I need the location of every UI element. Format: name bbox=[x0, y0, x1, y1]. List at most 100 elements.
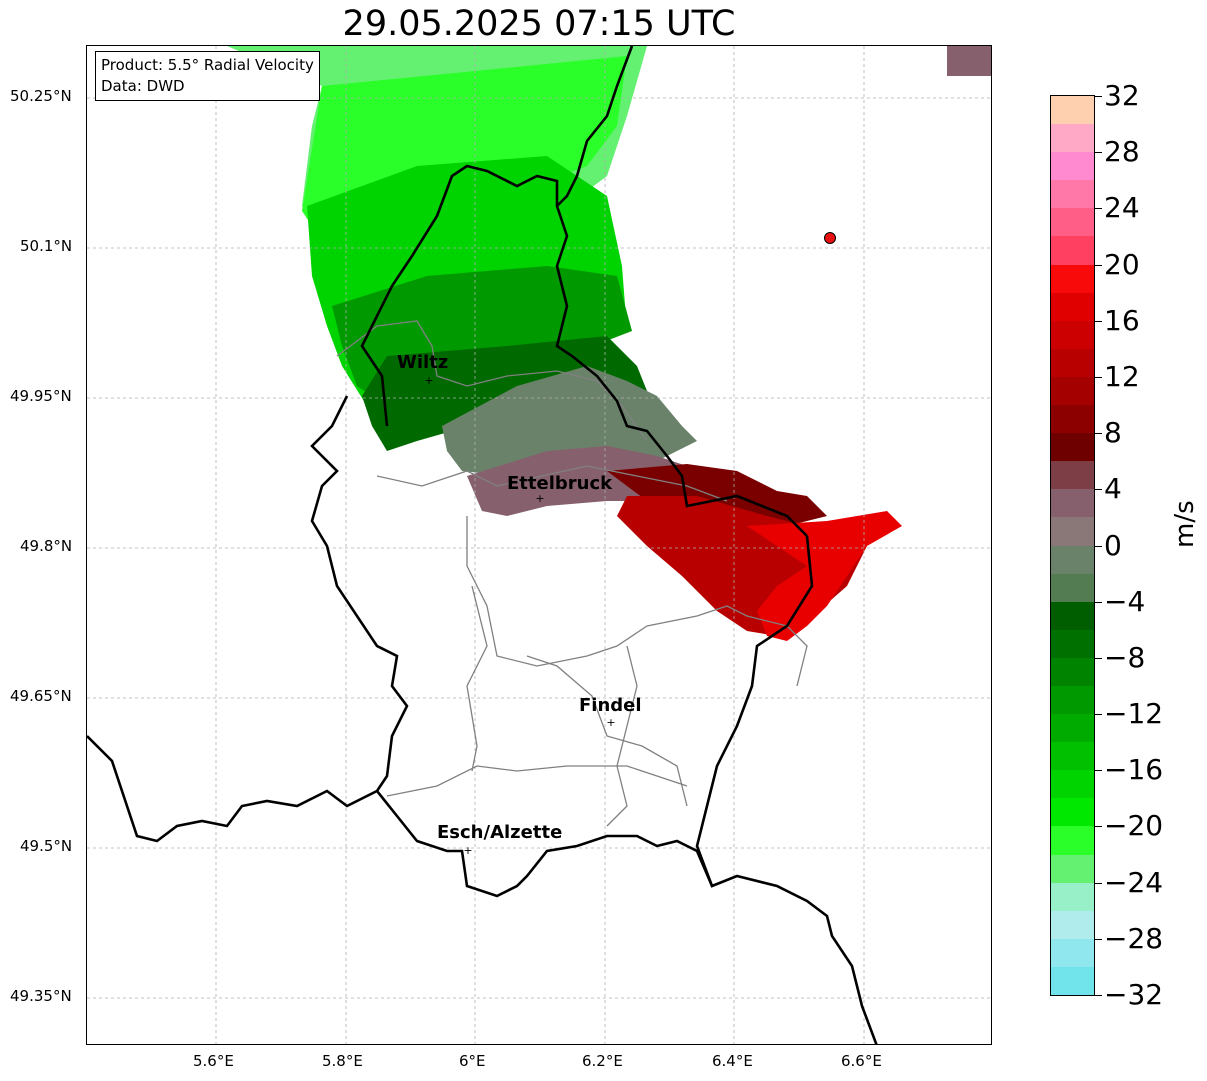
colorbar-tick-label: 20 bbox=[1104, 247, 1140, 281]
colorbar-segment bbox=[1051, 152, 1094, 181]
colorbar-tick-label: −20 bbox=[1104, 809, 1164, 843]
place-markers: Wiltz + Ettelbruck + Findel + Esch/Alzet… bbox=[397, 352, 642, 857]
colorbar-segment bbox=[1051, 180, 1094, 209]
product-text: Product: 5.5° Radial Velocity bbox=[101, 56, 314, 74]
lon-tick-label: 6.4°E bbox=[712, 1052, 753, 1070]
colorbar-segment bbox=[1051, 770, 1094, 799]
colorbar-tick-label: −16 bbox=[1104, 753, 1164, 787]
lux-west-border bbox=[87, 735, 714, 898]
colorbar-label: m/s bbox=[1170, 500, 1200, 548]
canton-borders bbox=[336, 320, 808, 827]
lon-tick-label: 5.8°E bbox=[322, 1052, 363, 1070]
lux-east-border bbox=[695, 535, 878, 1044]
colorbar-segment bbox=[1051, 601, 1094, 630]
lux-north-loop bbox=[360, 164, 808, 537]
colorbar-tick-mark bbox=[1095, 264, 1102, 266]
colorbar-tick-mark bbox=[1095, 714, 1102, 716]
colorbar-segment bbox=[1051, 124, 1094, 153]
german-border-east bbox=[556, 46, 634, 207]
colorbar-segment bbox=[1051, 376, 1094, 406]
lat-tick-label: 49.95°N bbox=[10, 387, 72, 405]
colorbar-tick-label: 0 bbox=[1104, 528, 1122, 562]
clutter-ne bbox=[947, 46, 991, 76]
place-label-ettelbruck: Ettelbruck bbox=[507, 473, 613, 494]
colorbar-segment bbox=[1051, 938, 1094, 967]
product-info-box: Product: 5.5° Radial Velocity Data: DWD bbox=[95, 51, 320, 101]
colorbar-segment bbox=[1051, 742, 1094, 771]
colorbar-segment bbox=[1051, 854, 1094, 883]
colorbar-tick-label: −4 bbox=[1104, 584, 1146, 618]
place-marker-wiltz: + bbox=[424, 374, 433, 387]
colorbar-segment bbox=[1051, 489, 1094, 518]
colorbar-tick-mark bbox=[1095, 826, 1102, 828]
colorbar-tick-label: 4 bbox=[1104, 472, 1122, 506]
outbound-bright-red bbox=[747, 511, 902, 641]
colorbar-tick-label: −8 bbox=[1104, 640, 1146, 674]
colorbar-segment bbox=[1051, 433, 1094, 462]
velocity-field bbox=[227, 46, 991, 641]
map-canvas: Wiltz + Ettelbruck + Findel + Esch/Alzet… bbox=[87, 46, 991, 1044]
national-borders bbox=[87, 46, 878, 1044]
place-label-findel: Findel bbox=[579, 695, 642, 716]
colorbar-segment bbox=[1051, 798, 1094, 827]
place-marker-ettelbruck: + bbox=[535, 492, 544, 505]
lat-tick-label: 49.35°N bbox=[10, 987, 72, 1005]
colorbar-tick-mark bbox=[1095, 770, 1102, 772]
map-title: 29.05.2025 07:15 UTC bbox=[342, 4, 736, 44]
data-source-text: Data: DWD bbox=[101, 77, 185, 95]
colorbar-tick-mark bbox=[1095, 96, 1102, 97]
colorbar-tick-label: 12 bbox=[1104, 359, 1140, 393]
colorbar-segment bbox=[1051, 348, 1094, 377]
place-marker-findel: + bbox=[606, 716, 615, 729]
lat-tick-label: 49.5°N bbox=[20, 837, 73, 855]
lon-tick-label: 6.6°E bbox=[841, 1052, 882, 1070]
colorbar-segment bbox=[1051, 96, 1094, 125]
colorbar-segment bbox=[1051, 320, 1094, 349]
lat-tick-label: 49.65°N bbox=[10, 687, 72, 705]
place-marker-esch: + bbox=[463, 844, 472, 857]
colorbar-tick-mark bbox=[1095, 376, 1102, 378]
colorbar-segment bbox=[1051, 461, 1094, 490]
lon-tick-label: 6°E bbox=[459, 1052, 486, 1070]
colorbar-tick-mark bbox=[1095, 601, 1102, 603]
colorbar-segment bbox=[1051, 573, 1094, 602]
colorbar-tick-label: −32 bbox=[1104, 978, 1164, 1011]
colorbar-tick-mark bbox=[1095, 657, 1102, 659]
colorbar-tick-label: 24 bbox=[1104, 191, 1140, 225]
colorbar-segment bbox=[1051, 826, 1094, 855]
colorbar-tick-mark bbox=[1095, 489, 1102, 491]
colorbar-segment bbox=[1051, 882, 1094, 911]
colorbar-segment bbox=[1051, 292, 1094, 321]
colorbar-segment bbox=[1051, 208, 1094, 237]
colorbar-tick-label: 28 bbox=[1104, 135, 1140, 169]
lon-tick-label: 5.6°E bbox=[193, 1052, 234, 1070]
colorbar-tick-label: −24 bbox=[1104, 865, 1164, 899]
colorbar-segment bbox=[1051, 517, 1094, 546]
colorbar-tick-mark bbox=[1095, 938, 1102, 940]
colorbar-segment bbox=[1051, 405, 1094, 434]
lat-tick-label: 50.1°N bbox=[20, 237, 73, 255]
radar-site-marker bbox=[824, 232, 836, 244]
colorbar-segment bbox=[1051, 264, 1094, 293]
colorbar-tick-mark bbox=[1095, 152, 1102, 154]
lon-tick-label: 6.2°E bbox=[582, 1052, 623, 1070]
lat-tick-label: 49.8°N bbox=[20, 537, 73, 555]
colorbar-tick-mark bbox=[1095, 882, 1102, 884]
colorbar-tick-label: 8 bbox=[1104, 416, 1122, 450]
lux-outer-loop bbox=[310, 395, 409, 792]
colorbar-segment bbox=[1051, 236, 1094, 265]
colorbar-tick-label: −12 bbox=[1104, 697, 1164, 731]
colorbar-segment bbox=[1051, 966, 1094, 995]
colorbar-tick-mark bbox=[1095, 433, 1102, 435]
place-label-wiltz: Wiltz bbox=[397, 352, 448, 373]
radar-map[interactable]: Wiltz + Ettelbruck + Findel + Esch/Alzet… bbox=[86, 45, 992, 1045]
colorbar-tick-label: 16 bbox=[1104, 303, 1140, 337]
colorbar-segment bbox=[1051, 685, 1094, 715]
place-label-esch: Esch/Alzette bbox=[437, 822, 562, 843]
colorbar-tick-mark bbox=[1095, 545, 1102, 547]
colorbar-segment bbox=[1051, 910, 1094, 939]
colorbar bbox=[1050, 95, 1095, 996]
colorbar-tick-label: 32 bbox=[1104, 79, 1140, 112]
colorbar-segment bbox=[1051, 657, 1094, 686]
colorbar-segment bbox=[1051, 545, 1094, 574]
